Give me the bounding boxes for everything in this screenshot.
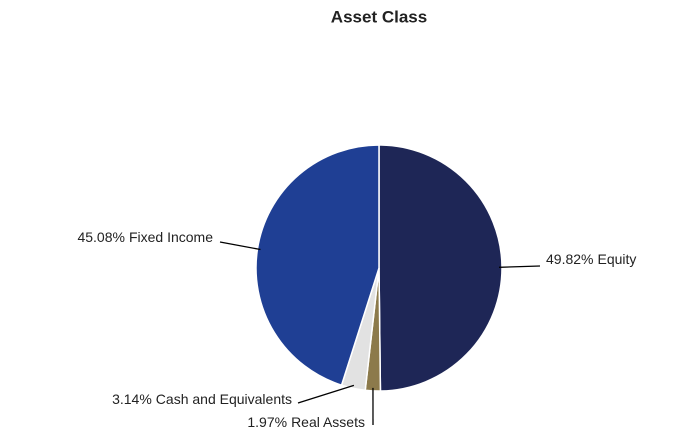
slice-value-label: 45.08%	[77, 229, 124, 245]
pie-slice	[378, 144, 503, 392]
slice-label: 49.82% Equity	[546, 251, 636, 267]
chart-title: Asset Class	[331, 7, 427, 26]
slice-value-label: 1.97%	[247, 414, 287, 430]
leader-line	[297, 384, 355, 404]
slice-category: Equity	[597, 251, 636, 267]
leader-line	[498, 265, 541, 268]
slice-category: Real Assets	[291, 414, 365, 430]
slice-value-label: 49.82%	[546, 251, 593, 267]
slice-label: 1.97% Real Assets	[247, 414, 365, 430]
leader-line	[219, 241, 261, 251]
slice-label: 45.08% Fixed Income	[77, 229, 213, 245]
slice-category: Cash and Equivalents	[156, 391, 292, 407]
slice-value-label: 3.14%	[112, 391, 152, 407]
slice-label: 3.14% Cash and Equivalents	[112, 391, 292, 407]
slice-category: Fixed Income	[129, 229, 213, 245]
